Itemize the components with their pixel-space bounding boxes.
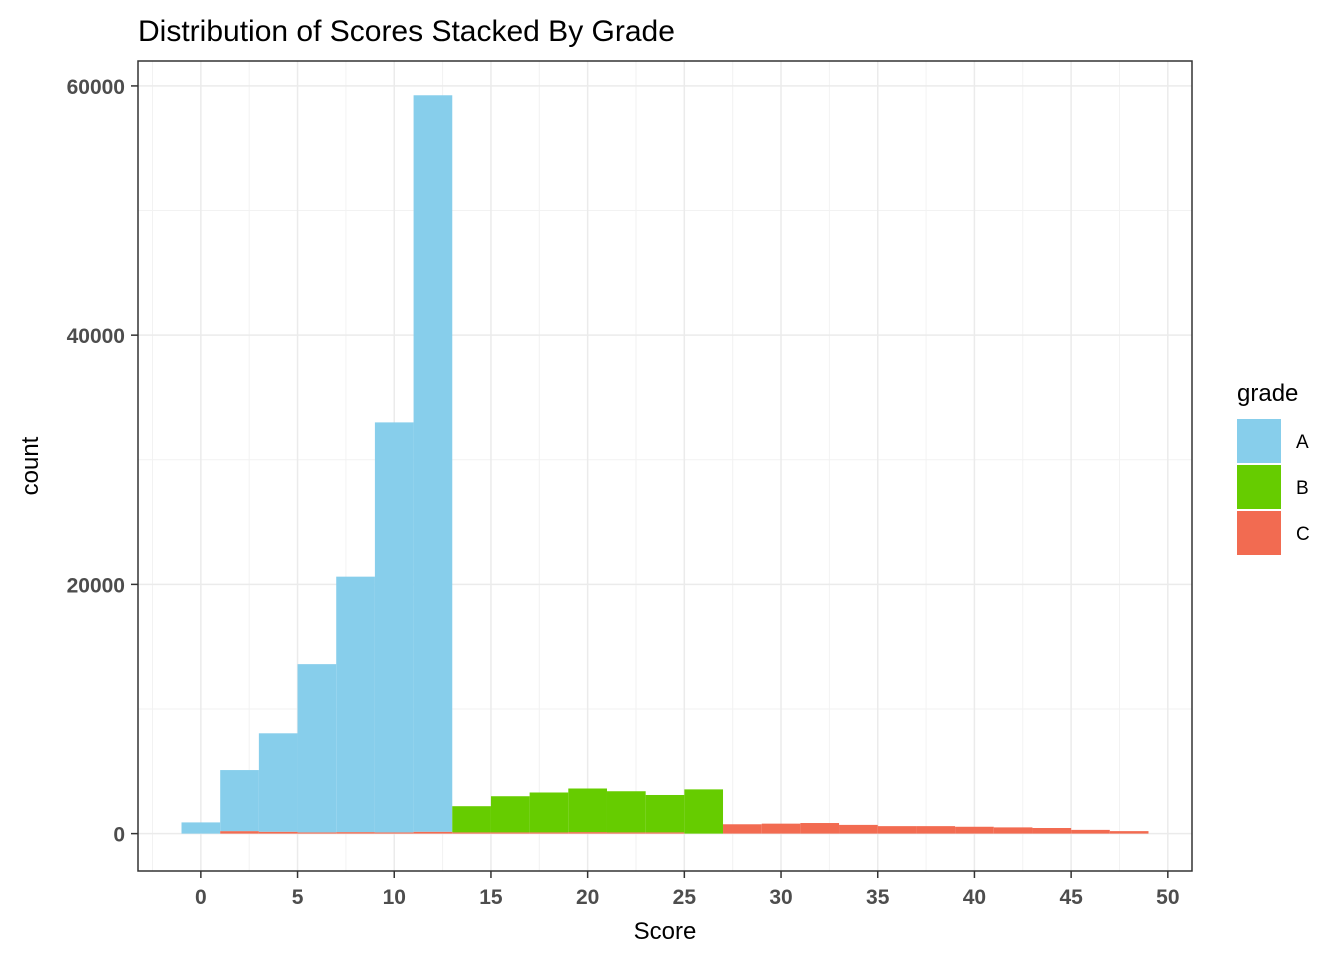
- y-axis: 0 20000 40000 60000: [67, 76, 138, 847]
- bar-A-12: [413, 95, 453, 832]
- y-tick-label: 0: [113, 824, 125, 847]
- bar-C-8: [336, 832, 375, 834]
- y-tick-label: 20000: [67, 574, 125, 597]
- bar-C-10: [374, 832, 414, 834]
- legend-title: grade: [1237, 380, 1298, 407]
- legend-swatch-A: [1237, 419, 1281, 463]
- bar-A-0: [181, 822, 221, 834]
- bar-C-24: [645, 832, 685, 834]
- bar-C-20: [568, 832, 607, 834]
- legend-items: A B C: [1237, 419, 1310, 555]
- x-tick-label: 25: [673, 886, 697, 909]
- legend-label-B: B: [1296, 478, 1309, 499]
- bar-C-14: [452, 832, 491, 834]
- bar-B-24: [645, 794, 685, 833]
- bar-A-8: [336, 576, 375, 833]
- bar-A-10: [374, 422, 414, 833]
- bar-C-42: [993, 827, 1033, 834]
- bar-C-28: [723, 824, 762, 834]
- x-axis: 0 5 10 15 20 25 30 35 40 45 50: [195, 871, 1180, 909]
- bar-C-12: [413, 831, 453, 834]
- legend-swatch-C: [1237, 511, 1281, 555]
- bar-C-40: [955, 826, 994, 834]
- bar-A-2: [220, 770, 259, 832]
- x-tick-label: 15: [479, 886, 503, 909]
- x-tick-label: 40: [963, 886, 986, 909]
- x-tick-label: 30: [769, 886, 792, 909]
- bar-B-22: [606, 791, 646, 833]
- y-axis-title: count: [17, 436, 44, 495]
- x-tick-label: 5: [292, 886, 304, 909]
- x-tick-label: 50: [1156, 886, 1179, 909]
- legend-swatch-B: [1237, 465, 1281, 509]
- bar-C-34: [839, 824, 878, 834]
- bar-C-44: [1032, 828, 1072, 834]
- bar-C-48: [1109, 831, 1149, 834]
- x-tick-label: 0: [195, 886, 207, 909]
- bar-A-6: [297, 664, 337, 833]
- bar-B-18: [529, 792, 569, 833]
- x-tick-label: 20: [576, 886, 599, 909]
- bar-C-16: [490, 832, 530, 834]
- bar-C-2: [220, 831, 259, 834]
- bar-C-6: [297, 832, 337, 834]
- x-axis-title: Score: [634, 918, 697, 945]
- legend-label-A: A: [1296, 432, 1309, 453]
- chart-title: Distribution of Scores Stacked By Grade: [138, 15, 675, 48]
- bar-B-16: [490, 796, 530, 833]
- x-tick-label: 10: [383, 886, 406, 909]
- bar-B-20: [568, 788, 607, 833]
- x-tick-label: 35: [866, 886, 890, 909]
- y-tick-label: 40000: [67, 325, 125, 348]
- bar-C-30: [761, 823, 801, 834]
- bars: [181, 95, 1149, 834]
- bar-C-36: [877, 826, 917, 834]
- bar-C-18: [529, 832, 569, 834]
- bar-B-26: [684, 789, 724, 834]
- bar-C-4: [258, 831, 298, 834]
- bar-C-22: [606, 832, 646, 834]
- legend: grade A B C: [1237, 380, 1310, 555]
- bar-C-32: [800, 823, 840, 834]
- x-tick-label: 45: [1059, 886, 1083, 909]
- bar-C-46: [1071, 829, 1110, 834]
- bar-A-4: [258, 733, 298, 832]
- y-tick-label: 60000: [67, 76, 125, 99]
- bar-B-14: [452, 806, 491, 833]
- legend-label-C: C: [1296, 524, 1310, 545]
- plot-panel-border: [137, 60, 1193, 872]
- bar-C-38: [916, 826, 956, 834]
